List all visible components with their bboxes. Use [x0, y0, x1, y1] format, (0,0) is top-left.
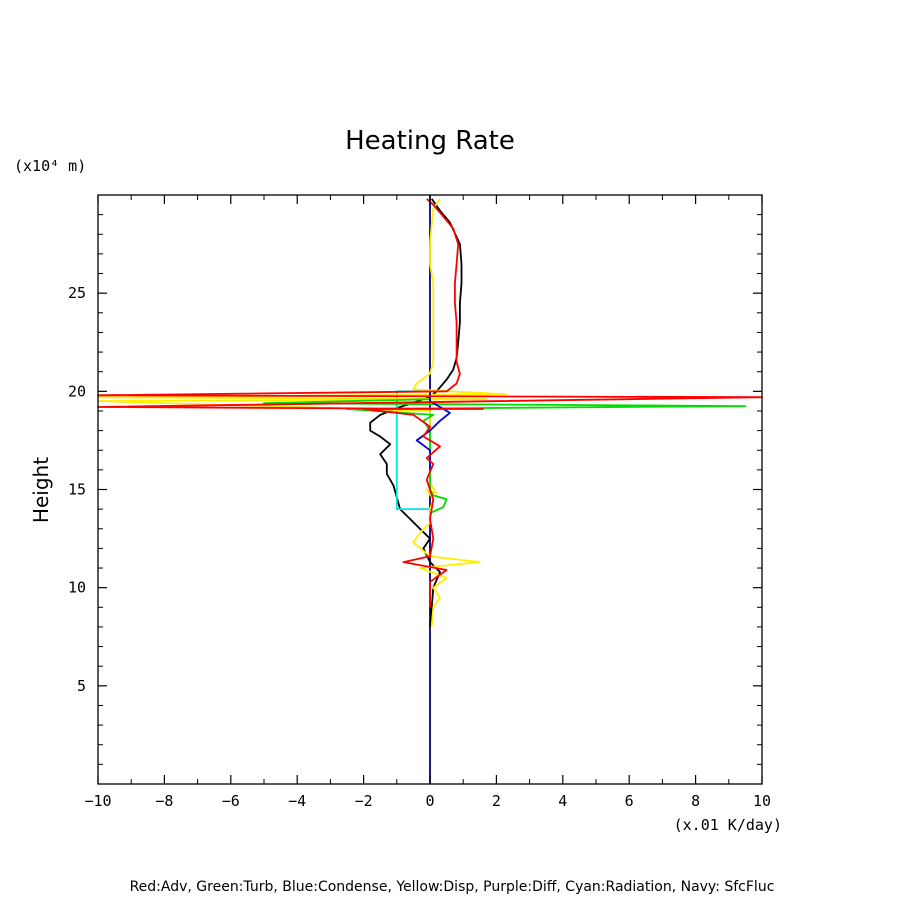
series-blue-line — [415, 391, 451, 470]
y-tick-label: 25 — [68, 284, 86, 302]
y-tick-label: 20 — [68, 382, 86, 400]
y-tick-label: 10 — [68, 579, 86, 597]
x-tick-label: −2 — [355, 792, 373, 810]
x-tick-label: 0 — [425, 792, 434, 810]
x-tick-label: −4 — [288, 792, 306, 810]
y-tick-label: 5 — [77, 677, 86, 695]
series-green-line — [263, 391, 747, 514]
legend-text: Red:Adv, Green:Turb, Blue:Condense, Yell… — [130, 879, 775, 895]
x-tick-label: 2 — [492, 792, 501, 810]
y-unit-label: (x10⁴ m) — [14, 157, 86, 175]
series-layer — [97, 195, 763, 784]
x-tick-label: 8 — [691, 792, 700, 810]
series-yellow-line — [97, 198, 508, 627]
plot-frame — [97, 194, 763, 785]
x-tick-label: 6 — [625, 792, 634, 810]
series-black-line — [369, 198, 463, 627]
y-tick-label: 15 — [68, 481, 86, 499]
ticks-layer: −10 −8 −6 −4 −2 0 2 4 6 8 10 5 10 15 20 25 — [68, 195, 771, 810]
x-tick-label: 4 — [558, 792, 567, 810]
x-tick-label: 10 — [753, 792, 771, 810]
chart-title: Heating Rate — [345, 126, 515, 156]
series-red-line — [97, 198, 763, 608]
x-unit-label: (x.01 K/day) — [674, 816, 782, 834]
x-tick-label: −6 — [222, 792, 240, 810]
x-tick-label: −10 — [84, 792, 111, 810]
y-axis-label: Height — [29, 457, 53, 523]
x-tick-label: −8 — [155, 792, 173, 810]
